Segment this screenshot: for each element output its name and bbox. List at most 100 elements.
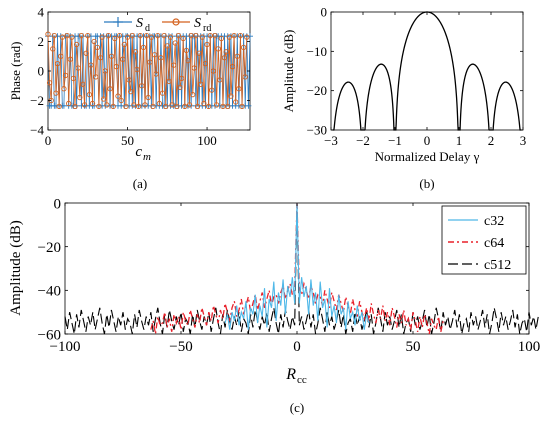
x-tick-label: −3 (324, 133, 338, 148)
y-tick-label: −60 (38, 327, 61, 343)
point-srd (171, 62, 177, 68)
legend-c32-label: c32 (484, 214, 504, 229)
point-srd (193, 32, 199, 39)
point-srd (142, 102, 148, 108)
x-tick-label: 0 (45, 133, 52, 148)
point-srd (120, 56, 126, 62)
point-srd (94, 44, 100, 51)
point-srd (101, 96, 107, 102)
point-srd (234, 53, 240, 59)
point-srd (104, 102, 110, 108)
y-tick-label: −2 (30, 93, 44, 108)
plot-c-legend: c32 c64 c512 (441, 205, 527, 275)
point-srd (112, 35, 118, 42)
point-srd (204, 41, 210, 48)
point-srd (225, 103, 231, 110)
point-srd (77, 94, 83, 101)
point-srd (78, 32, 85, 39)
point-srd (198, 81, 204, 87)
y-tick-label: −30 (307, 123, 327, 138)
point-srd (72, 103, 78, 110)
point-srd (196, 50, 202, 56)
point-srd (96, 103, 102, 110)
point-srd (99, 34, 105, 40)
point-srd (126, 77, 132, 83)
plot-c-ylabel: Amplitude (dB) (8, 220, 24, 315)
plot-b-axes: −3 −2 −1 0 1 2 3−30−20−100 (307, 5, 527, 148)
point-srd (240, 44, 247, 51)
plot-b-ylabel: Amplitude (dB) (281, 30, 296, 113)
point-srd (153, 71, 159, 77)
point-srd (81, 102, 88, 108)
point-srd (116, 32, 123, 39)
point-srd (53, 90, 59, 96)
point-srd (45, 31, 51, 37)
legend-sd-label: S (136, 16, 143, 31)
point-srd (156, 100, 162, 107)
point-srd (186, 102, 193, 108)
point-srd (86, 91, 93, 98)
point-srd (202, 60, 209, 67)
point-srd (108, 53, 115, 59)
panel-b: −3 −2 −1 0 1 2 3−30−20−100 Amplitude (dB) Norm… (281, 5, 526, 191)
point-srd (185, 58, 191, 64)
legend-srd-sub: rd (203, 23, 211, 34)
point-srd (50, 46, 56, 52)
x-tick-label: 50 (121, 133, 134, 148)
point-srd (131, 102, 137, 108)
point-srd (190, 91, 196, 98)
point-srd (110, 103, 116, 110)
point-srd (129, 32, 135, 39)
point-srd (140, 44, 147, 51)
point-srd (93, 74, 99, 80)
point-srd (107, 86, 113, 92)
point-srd (177, 84, 183, 90)
point-srd (151, 52, 158, 58)
x-tick-label: −2 (356, 133, 370, 148)
x-tick-label: 1 (456, 133, 463, 148)
plot-a-series (45, 31, 253, 110)
point-srd (64, 32, 70, 39)
plot-b-xlabel: Normalized Delay γ (375, 149, 480, 164)
point-srd (150, 103, 156, 110)
caption-b: (b) (419, 176, 434, 191)
point-srd (231, 32, 237, 39)
point-srd (54, 60, 61, 67)
x-tick-label: 100 (518, 339, 541, 355)
point-srd (113, 63, 120, 70)
point-srd (62, 72, 69, 79)
point-srd (88, 62, 94, 68)
y-tick-label: −4 (30, 123, 44, 138)
point-srd (97, 55, 104, 61)
point-srd (244, 34, 250, 40)
point-srd (66, 100, 72, 107)
point-srd (175, 32, 182, 39)
point-srd (145, 94, 151, 101)
point-srd (56, 103, 62, 110)
legend-c64-label: c64 (484, 236, 504, 251)
point-srd (218, 35, 225, 42)
point-srd (164, 43, 170, 49)
plot-a-legend: S d S rd (104, 16, 211, 34)
point-srd (73, 41, 80, 48)
panel-a: 0 50 100 −4 −2 0 2 4 Phase (rad) c m S d S rd (… (8, 5, 253, 191)
caption-c: (c) (290, 400, 304, 415)
legend-srd-label: S (194, 16, 201, 31)
legend-srd-marker (172, 18, 180, 26)
plot-a-xlabel: c (135, 144, 142, 160)
point-srd (215, 46, 221, 52)
point-srd (136, 103, 142, 110)
plot-c-xlabel-sub: cc (297, 374, 307, 386)
legend-sd-sub: d (145, 23, 150, 34)
point-srd (201, 100, 207, 107)
point-srd (213, 102, 220, 108)
plot-a-axes: 0 50 100 −4 −2 0 2 4 (30, 5, 250, 148)
point-srd (236, 86, 242, 92)
series-line-srd (47, 34, 248, 107)
point-srd (137, 32, 143, 39)
point-srd (89, 100, 96, 107)
point-srd (226, 34, 232, 40)
point-srd (105, 32, 112, 39)
x-tick-label: −50 (169, 339, 192, 355)
